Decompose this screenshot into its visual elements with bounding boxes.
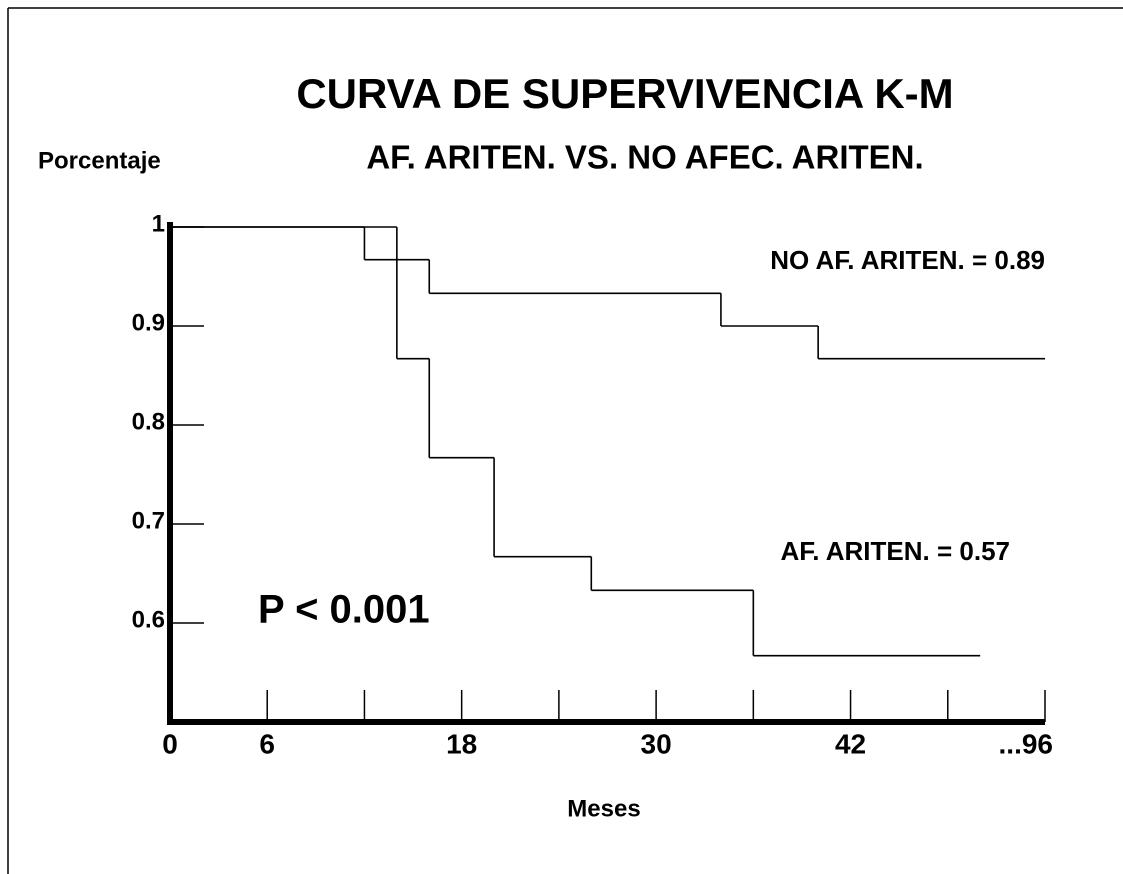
annotation: AF. ARITEN. = 0.57 [781,536,1011,566]
x-tick-label: ...96 [999,728,1053,759]
y-tick-label: 0.9 [132,309,165,336]
x-axis-label: Meses [567,795,640,822]
annotation: NO AF. ARITEN. = 0.89 [770,245,1045,275]
x-tick-label: 0 [162,728,178,759]
x-tick-label: 30 [641,728,672,759]
x-tick-label: 6 [259,728,275,759]
x-tick-label: 42 [835,728,866,759]
y-tick-label: 0.8 [132,408,165,435]
x-tick-label: 18 [446,728,477,759]
chart-title: CURVA DE SUPERVIVENCIA K-M [296,70,953,117]
y-axis-label: Porcentaje [38,147,161,174]
y-tick-label: 0.6 [132,606,165,633]
y-tick-label: 1 [152,210,165,237]
chart-subtitle: AF. ARITEN. VS. NO AFEC. ARITEN. [366,139,923,176]
annotation: P < 0.001 [258,588,430,632]
y-tick-label: 0.7 [132,507,165,534]
